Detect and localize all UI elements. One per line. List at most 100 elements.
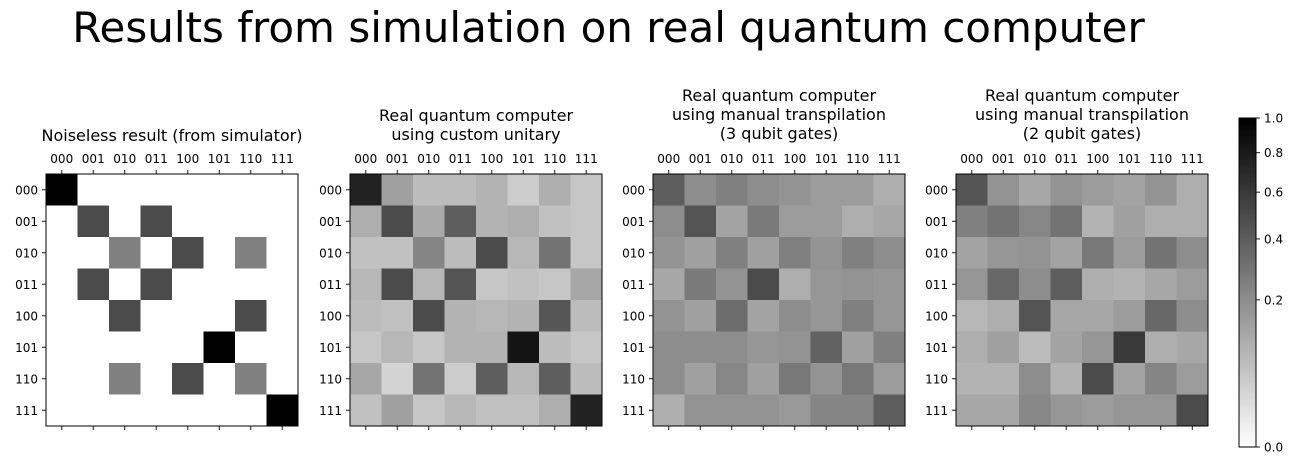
colorbar-segment bbox=[1239, 266, 1256, 269]
y-tick-label: 011 bbox=[622, 278, 645, 292]
colorbar-segment bbox=[1239, 302, 1256, 305]
panel-4: 000 000 001 001 010 010 011 011 100 100 101 101 110 1… bbox=[925, 152, 1209, 430]
colorbar-segment bbox=[1239, 435, 1256, 438]
colorbar-segment bbox=[1239, 381, 1256, 384]
colorbar-segment bbox=[1239, 247, 1256, 251]
cell-p1-r4-c4 bbox=[172, 300, 204, 332]
cell-p1-r6-c4 bbox=[172, 363, 204, 395]
cell-p3-r5-c0 bbox=[653, 331, 685, 364]
cell-p3-r0-c5 bbox=[810, 174, 843, 206]
colorbar-segment bbox=[1239, 428, 1256, 432]
cell-p2-r1-c4 bbox=[476, 205, 508, 238]
colorbar-segment bbox=[1239, 211, 1256, 215]
cell-p4-r7-c5 bbox=[1113, 394, 1146, 427]
cell-p4-r0-c1 bbox=[987, 174, 1020, 206]
y-tick-label: 101 bbox=[15, 341, 38, 355]
colorbar-tick-label: 0.2 bbox=[1264, 293, 1283, 307]
colorbar-segment bbox=[1239, 443, 1256, 446]
cell-p1-r4-c2 bbox=[109, 300, 141, 332]
cell-p1-r2-c0 bbox=[46, 237, 78, 269]
cell-p4-r1-c4 bbox=[1082, 205, 1114, 238]
cell-p3-r4-c5 bbox=[810, 300, 843, 332]
cell-p1-r0-c3 bbox=[140, 174, 173, 206]
colorbar-segment bbox=[1239, 162, 1256, 165]
cell-p1-r6-c6 bbox=[235, 363, 267, 395]
cell-p1-r7-c0 bbox=[46, 394, 78, 427]
colorbar-segment bbox=[1239, 167, 1256, 170]
cell-p2-r6-c5 bbox=[507, 363, 540, 395]
x-tick-label: 011 bbox=[1055, 152, 1078, 166]
colorbar-segment bbox=[1239, 318, 1256, 321]
panel-frame bbox=[652, 173, 906, 427]
cell-p4-r2-c3 bbox=[1050, 237, 1083, 269]
x-tick-label: 110 bbox=[846, 152, 869, 166]
cell-p1-r3-c1 bbox=[77, 268, 110, 301]
colorbar-segment bbox=[1239, 330, 1256, 333]
cell-p4-r4-c7 bbox=[1176, 300, 1209, 332]
y-tick-label: 101 bbox=[925, 341, 948, 355]
y-tick-label: 110 bbox=[622, 372, 645, 386]
cell-p2-r4-c6 bbox=[539, 300, 571, 332]
colorbar-segment bbox=[1239, 407, 1256, 410]
panel-title-3: Real quantum computer using manual trans… bbox=[672, 86, 886, 143]
cell-p3-r6-c6 bbox=[842, 363, 874, 395]
cell-p4-r5-c3 bbox=[1050, 331, 1083, 364]
cell-p3-r2-c7 bbox=[873, 237, 906, 269]
cell-p4-r6-c1 bbox=[987, 363, 1020, 395]
cell-p1-r0-c7 bbox=[266, 174, 299, 206]
cell-p3-r6-c7 bbox=[873, 363, 906, 395]
cell-p3-r0-c2 bbox=[716, 174, 748, 206]
colorbar-segment bbox=[1239, 154, 1256, 157]
colorbar-segment bbox=[1239, 165, 1256, 168]
colorbar-segment bbox=[1239, 215, 1256, 218]
colorbar-segment bbox=[1239, 423, 1256, 427]
cell-p1-r3-c6 bbox=[235, 268, 267, 301]
cell-p3-r1-c0 bbox=[653, 205, 685, 238]
colorbar-segment bbox=[1239, 118, 1256, 121]
cell-p3-r7-c6 bbox=[842, 394, 874, 427]
x-tick-label: 001 bbox=[992, 152, 1015, 166]
cell-p4-r0-c3 bbox=[1050, 174, 1083, 206]
colorbar-segment bbox=[1239, 270, 1256, 274]
y-tick-label: 000 bbox=[319, 183, 342, 197]
cell-p3-r6-c0 bbox=[653, 363, 685, 395]
cell-p4-r1-c3 bbox=[1050, 205, 1083, 238]
colorbar-segment bbox=[1239, 389, 1256, 392]
colorbar-segment bbox=[1239, 320, 1256, 323]
cell-p4-r7-c3 bbox=[1050, 394, 1083, 427]
colorbar-segment bbox=[1239, 379, 1256, 382]
y-tick-label: 000 bbox=[925, 183, 948, 197]
cell-p2-r4-c5 bbox=[507, 300, 540, 332]
colorbar-segment bbox=[1239, 157, 1256, 160]
cell-p1-r7-c7 bbox=[266, 394, 299, 427]
cell-p3-r1-c7 bbox=[873, 205, 906, 238]
colorbar-segment bbox=[1239, 155, 1256, 159]
cell-p1-r3-c3 bbox=[140, 268, 173, 301]
cell-p1-r7-c3 bbox=[140, 394, 173, 427]
cell-p2-r5-c4 bbox=[476, 331, 508, 364]
colorbar-segment bbox=[1239, 172, 1256, 175]
cell-p2-r1-c5 bbox=[507, 205, 540, 238]
x-tick-label: 111 bbox=[271, 152, 294, 166]
cell-p3-r0-c7 bbox=[873, 174, 906, 206]
cell-p1-r6-c2 bbox=[109, 363, 141, 395]
colorbar: 0.0 0.2 0.4 0.6 0.8 1.0 bbox=[1238, 112, 1283, 455]
x-tick-label: 100 bbox=[783, 152, 806, 166]
colorbar-segment bbox=[1239, 244, 1256, 247]
colorbar-segment bbox=[1239, 294, 1256, 297]
colorbar-segment bbox=[1239, 226, 1256, 229]
cell-p1-r5-c4 bbox=[172, 331, 204, 364]
colorbar-segment bbox=[1239, 280, 1256, 284]
colorbar-segment bbox=[1239, 351, 1256, 354]
colorbar-segment bbox=[1239, 205, 1256, 208]
cell-p1-r0-c1 bbox=[77, 174, 110, 206]
cell-p3-r7-c1 bbox=[684, 394, 717, 427]
colorbar-tick-label: 0.4 bbox=[1264, 232, 1283, 246]
cell-p1-r0-c6 bbox=[235, 174, 267, 206]
cell-p1-r7-c1 bbox=[77, 394, 110, 427]
colorbar-segment bbox=[1239, 218, 1256, 221]
cell-p3-r7-c5 bbox=[810, 394, 843, 427]
y-tick-label: 011 bbox=[319, 278, 342, 292]
cell-p4-r3-c7 bbox=[1176, 268, 1209, 301]
cell-p3-r4-c0 bbox=[653, 300, 685, 332]
